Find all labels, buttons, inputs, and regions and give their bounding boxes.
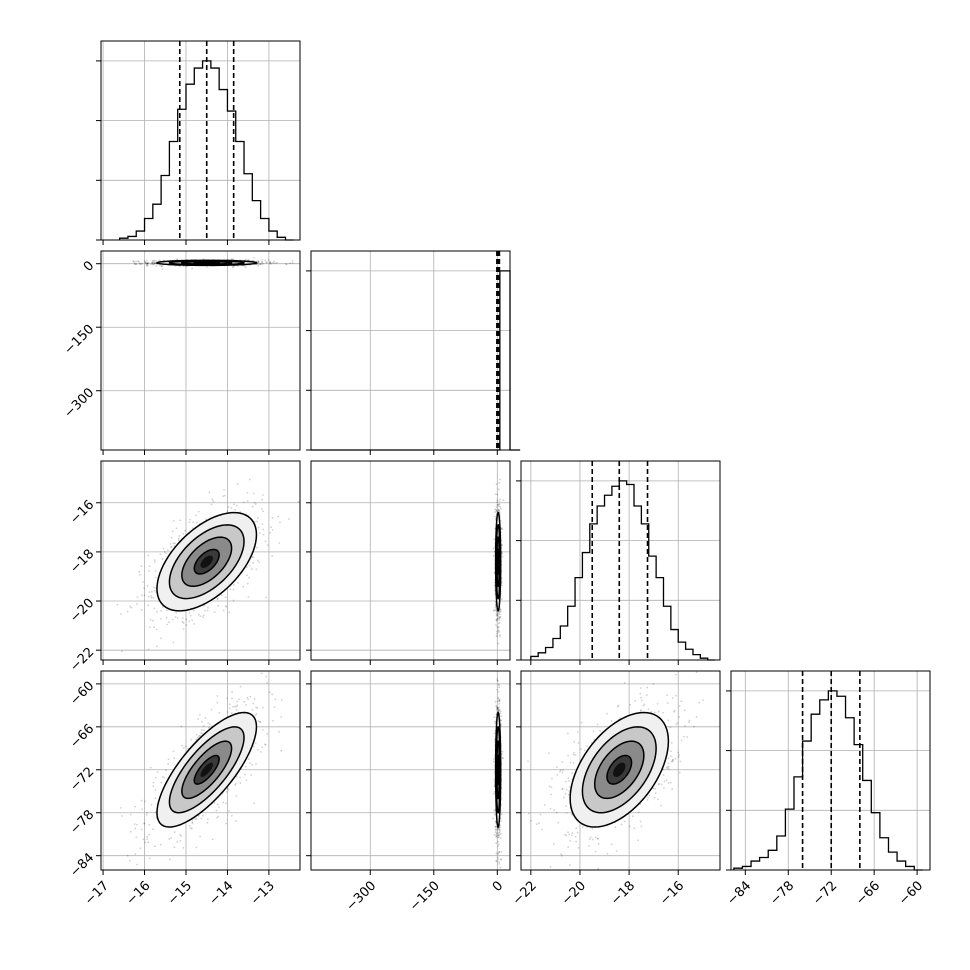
panel-frame: [730, 670, 931, 871]
contour-line: [168, 524, 245, 600]
histogram-panel-2: [516, 460, 721, 661]
joint-panel-2-1: [306, 460, 511, 665]
contour-line: [494, 511, 502, 612]
y-tick-label: −60: [67, 679, 97, 709]
contour-line: [156, 711, 258, 828]
y-tick-label: −72: [67, 764, 97, 794]
panel-frame: [310, 460, 511, 661]
histogram-panel-0: [96, 40, 301, 241]
histogram-panel-3: [726, 670, 931, 871]
y-tick-label: −150: [61, 322, 97, 358]
joint-panel-3-0: [96, 670, 301, 875]
x-tick-label: −13: [248, 878, 278, 908]
x-tick-label: −66: [853, 878, 883, 908]
contour-line: [494, 711, 502, 829]
y-tick-label: −84: [67, 850, 97, 880]
x-tick-label: −72: [810, 878, 840, 908]
x-tick-label: −300: [343, 878, 379, 914]
contour-line: [569, 711, 670, 828]
contour-line: [593, 740, 645, 800]
x-tick-label: −16: [657, 878, 687, 908]
y-tick-label: −20: [67, 596, 97, 626]
panel-frame: [100, 460, 301, 661]
x-tick-label: −20: [559, 878, 589, 908]
joint-panel-3-2: [516, 670, 721, 875]
histogram-panel-1: [306, 250, 521, 451]
grid-lines: [311, 251, 510, 450]
joint-panel-3-1: [306, 670, 511, 875]
density-core: [613, 762, 626, 777]
x-tick-label: −60: [896, 878, 926, 908]
y-tick-label: 0: [81, 258, 97, 274]
x-tick-label: −17: [82, 878, 112, 908]
y-tick-label: −16: [67, 497, 97, 527]
grid-lines: [311, 461, 510, 660]
panel-frame: [310, 250, 511, 451]
contour-line: [181, 740, 233, 800]
x-tick-label: −16: [124, 878, 154, 908]
panel-frame: [100, 40, 301, 241]
y-tick-label: −18: [67, 547, 97, 577]
x-tick-label: −15: [165, 878, 195, 908]
y-tick-label: −66: [67, 722, 97, 752]
x-tick-label: −84: [724, 878, 754, 908]
x-tick-label: 0: [490, 878, 506, 894]
panel-frame: [100, 670, 301, 871]
contour-line: [181, 536, 233, 588]
panel-frame: [520, 460, 721, 661]
contour-line: [193, 754, 220, 785]
panel-frame: [100, 250, 301, 451]
panel-frame: [520, 670, 721, 871]
grid-lines: [311, 671, 510, 870]
panel-frame: [310, 670, 511, 871]
joint-panel-1-0: [96, 250, 301, 455]
grid-lines: [101, 251, 300, 450]
x-tick-label: −22: [510, 878, 540, 908]
grid-lines: [521, 461, 720, 660]
histogram-3: [733, 690, 923, 871]
contour-line: [156, 511, 258, 612]
x-tick-label: −78: [767, 878, 797, 908]
histogram-1: [311, 270, 521, 451]
y-tick-label: −22: [67, 645, 97, 675]
y-tick-label: −300: [61, 385, 97, 421]
contour-line: [606, 754, 633, 785]
contour-line: [193, 548, 220, 575]
grid-lines: [101, 461, 300, 660]
x-tick-label: −150: [407, 878, 443, 914]
y-tick-label: −78: [67, 807, 97, 837]
joint-panel-2-0: [96, 460, 301, 665]
x-tick-label: −14: [206, 878, 236, 908]
grid-lines: [101, 41, 300, 240]
x-tick-label: −18: [608, 878, 638, 908]
histogram-2: [530, 480, 716, 661]
contour-line: [581, 726, 657, 814]
density-core: [200, 555, 213, 568]
contour-line: [155, 259, 258, 267]
density-core: [200, 762, 213, 777]
contour-line: [168, 726, 245, 814]
